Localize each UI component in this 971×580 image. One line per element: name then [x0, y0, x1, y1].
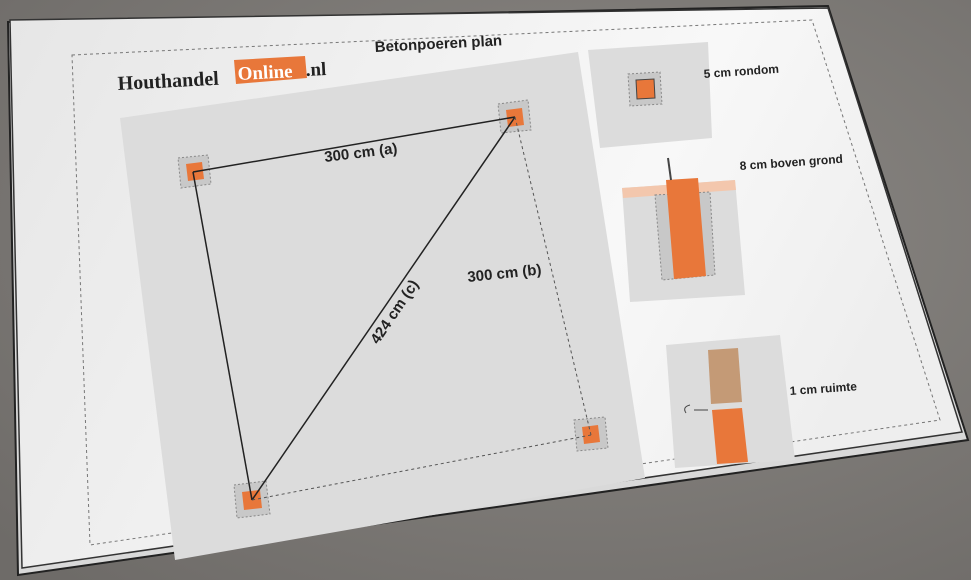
logo-highlight [234, 56, 307, 84]
side-line [192, 171, 253, 501]
print-border [71, 19, 941, 546]
detail-icon [708, 348, 742, 404]
detail-label: 1 cm ruimte [789, 379, 857, 398]
plan-area [120, 52, 645, 560]
detail-icon [712, 408, 748, 464]
logo-text: Online [237, 61, 293, 85]
detail-label: 5 cm rondom [703, 62, 779, 81]
detail-icon [684, 404, 708, 414]
logo-text: Houthandel [117, 68, 220, 95]
detail-icon [667, 157, 672, 181]
dashed-line [514, 116, 592, 436]
detail-icon [635, 78, 656, 100]
title: Betonpoeren plan [374, 32, 502, 56]
logo-text: .nl [305, 59, 327, 81]
detail-icon [666, 178, 706, 279]
side-line [192, 116, 516, 173]
diagonal-line [251, 116, 516, 501]
